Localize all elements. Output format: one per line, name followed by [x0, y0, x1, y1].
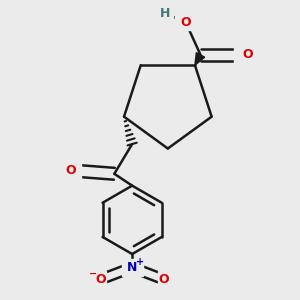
Text: N: N: [127, 261, 137, 274]
Bar: [90, 271, 106, 287]
Bar: [175, 14, 191, 30]
Bar: [234, 47, 250, 63]
Text: O: O: [158, 273, 169, 286]
Text: O: O: [180, 16, 191, 29]
Text: O: O: [242, 48, 253, 62]
Text: H: H: [160, 7, 170, 20]
Text: −: −: [88, 269, 97, 279]
Bar: [158, 271, 175, 287]
Text: O: O: [65, 164, 76, 177]
Bar: [157, 5, 173, 22]
Bar: [122, 259, 142, 276]
Bar: [64, 163, 81, 179]
Text: O: O: [96, 273, 106, 286]
Text: +: +: [136, 257, 145, 267]
Polygon shape: [195, 52, 205, 65]
